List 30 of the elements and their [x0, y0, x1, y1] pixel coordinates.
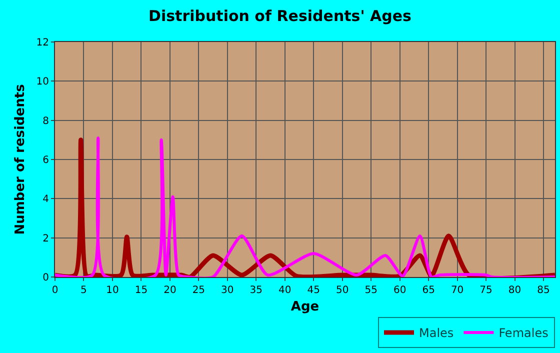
- y-tick-label: 10: [36, 76, 49, 88]
- x-tick-label: 75: [480, 285, 492, 296]
- x-tick-label: 35: [250, 285, 263, 296]
- y-tick-label: 0: [42, 272, 49, 284]
- x-tick-label: 40: [278, 285, 292, 296]
- x-tick-label: 10: [106, 285, 119, 296]
- x-axis-title: Age: [290, 300, 320, 315]
- legend-label: Males: [419, 326, 454, 340]
- y-tick-label: 6: [42, 155, 49, 166]
- x-tick-label: 30: [221, 285, 234, 296]
- x-tick-label: 65: [422, 285, 435, 296]
- x-tick-label: 15: [134, 285, 148, 296]
- x-tick-label: 0: [52, 285, 58, 296]
- x-tick-label: 5: [80, 285, 87, 296]
- x-tick-label: 20: [164, 285, 176, 296]
- y-tick-label: 2: [42, 233, 49, 244]
- y-tick-label: 4: [42, 194, 49, 206]
- x-tick-label: 60: [393, 285, 406, 296]
- x-tick-label: 25: [192, 285, 206, 296]
- x-tick-label: 50: [336, 285, 349, 296]
- x-tick-label: 85: [537, 285, 550, 296]
- y-axis-title: Number of residents: [13, 84, 28, 235]
- x-tick-label: 45: [307, 285, 320, 296]
- x-tick-label: 80: [508, 285, 522, 296]
- y-tick-label: 12: [36, 38, 49, 48]
- legend-label: Females: [498, 326, 548, 340]
- y-tick-label: 8: [42, 116, 49, 127]
- x-tick-label: 70: [450, 285, 464, 296]
- x-tick-label: 55: [364, 285, 378, 296]
- chart-title: Distribution of Residents' Ages: [148, 7, 412, 26]
